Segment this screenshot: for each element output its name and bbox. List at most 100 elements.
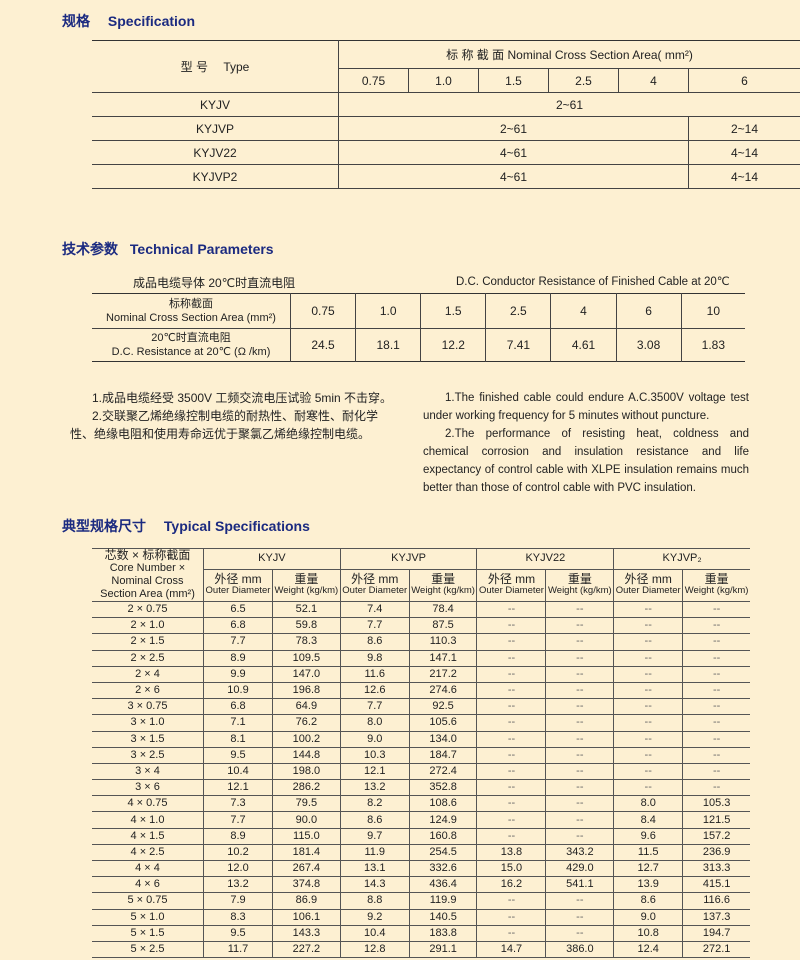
outer-diameter-cell: 7.9	[202, 892, 274, 910]
weight-en: Weight (kg/km)	[411, 585, 475, 597]
outer-diameter-zh: 外径 mm	[487, 572, 536, 587]
weight-cell: 108.6	[408, 795, 478, 813]
outer-diameter-cell: --	[613, 617, 684, 635]
spec-range: 2~61	[338, 92, 800, 117]
outer-diameter-cell: 8.0	[613, 795, 684, 813]
weight-cell: 134.0	[408, 730, 478, 748]
weight-cell: 144.8	[272, 746, 341, 764]
outer-diameter-cell: 11.6	[339, 665, 410, 683]
area-value: 2.5	[485, 293, 551, 329]
outer-diameter-cell: --	[476, 908, 547, 926]
core-size-cell: 5 × 1.0	[92, 908, 204, 926]
weight-header: 重量 Weight (kg/km)	[545, 568, 615, 603]
outer-diameter-cell: --	[476, 617, 547, 635]
weight-cell: 274.6	[408, 681, 478, 700]
weight-cell: --	[545, 730, 615, 748]
core-size-cell: 3 × 1.5	[92, 730, 204, 748]
weight-cell: 52.1	[272, 600, 341, 619]
outer-diameter-cell: --	[476, 714, 547, 732]
core-size-cell: 4 × 1.5	[92, 827, 204, 845]
outer-diameter-cell: 8.1	[202, 730, 274, 748]
weight-cell: --	[682, 665, 750, 683]
notes-en: 1.The finished cable could endure A.C.35…	[423, 389, 749, 497]
weight-cell: 386.0	[545, 940, 615, 959]
outer-diameter-cell: 13.2	[339, 779, 410, 797]
weight-cell: 78.4	[408, 600, 478, 619]
table-row: 2 × 1.5 7.7 78.3 8.6 110.3 -- -- -- --	[92, 633, 750, 651]
outer-diameter-cell: 8.2	[339, 795, 410, 813]
weight-cell: --	[682, 681, 750, 700]
weight-cell: 115.0	[272, 827, 341, 845]
weight-cell: 184.7	[408, 746, 478, 764]
model-header: KYJV	[203, 548, 341, 570]
outer-diameter-cell: 9.6	[613, 827, 684, 845]
area-col: 1.0	[408, 68, 479, 93]
table-row: 4 × 0.75 7.3 79.5 8.2 108.6 -- -- 8.0 105.3	[92, 795, 750, 813]
model-header: KYJVP₂	[613, 548, 750, 570]
area-value: 1.5	[420, 293, 486, 329]
outer-diameter-cell: 13.9	[613, 876, 684, 894]
resistance-label-en: D.C. Resistance at 20℃ (Ω /km)	[111, 346, 271, 358]
core-size-cell: 5 × 1.5	[92, 924, 204, 942]
core-size-cell: 4 × 2.5	[92, 843, 204, 862]
core-size-cell: 2 × 6	[92, 681, 204, 700]
typical-heading-en: Typical Specifications	[163, 518, 310, 534]
core-size-cell: 4 × 1.0	[92, 811, 204, 829]
type-header: 型 号 Type	[92, 40, 339, 93]
model-header: KYJVP	[339, 548, 478, 570]
outer-diameter-cell: 8.6	[339, 633, 410, 651]
outer-diameter-cell: 9.8	[339, 649, 410, 667]
outer-diameter-cell: 9.5	[202, 924, 274, 942]
core-size-cell: 4 × 6	[92, 876, 204, 894]
table-row: 4 × 1.5 8.9 115.0 9.7 160.8 -- -- 9.6 157.2	[92, 827, 750, 845]
weight-cell: 109.5	[272, 649, 341, 667]
outer-diameter-cell: 8.4	[613, 811, 684, 829]
outer-diameter-cell: 12.7	[613, 859, 684, 878]
outer-diameter-header: 外径 mm Outer Diameter	[339, 568, 410, 603]
weight-cell: --	[545, 811, 615, 829]
outer-diameter-cell: --	[613, 779, 684, 797]
resistance-value: 12.2	[420, 328, 486, 362]
outer-diameter-cell: --	[476, 924, 547, 942]
outer-diameter-cell: --	[613, 746, 684, 764]
outer-diameter-cell: --	[613, 714, 684, 732]
corner-en: Core Number × Nominal Cross Section Area…	[100, 562, 195, 600]
outer-diameter-cell: 9.5	[202, 746, 274, 764]
outer-diameter-cell: 16.2	[476, 876, 547, 894]
outer-diameter-cell: 7.7	[202, 811, 274, 829]
weight-cell: --	[545, 698, 615, 716]
outer-diameter-cell: 14.7	[476, 940, 547, 959]
table-row: 2 × 4 9.9 147.0 11.6 217.2 -- -- -- --	[92, 665, 750, 683]
outer-diameter-cell: 9.0	[613, 908, 684, 926]
core-size-cell: 2 × 1.0	[92, 617, 204, 635]
weight-cell: --	[545, 633, 615, 651]
weight-cell: --	[545, 762, 615, 781]
weight-cell: --	[545, 617, 615, 635]
table-row: 3 × 4 10.4 198.0 12.1 272.4 -- -- -- --	[92, 762, 750, 781]
resistance-table: 标称截面 Nominal Cross Section Area (mm²) 0.7…	[92, 293, 745, 362]
core-size-cell: 5 × 2.5	[92, 940, 204, 959]
weight-cell: 343.2	[545, 843, 615, 862]
outer-diameter-cell: --	[613, 665, 684, 683]
resistance-value: 7.41	[485, 328, 551, 362]
core-size-cell: 3 × 2.5	[92, 746, 204, 764]
spec-range-6: 4~14	[688, 140, 800, 165]
outer-diameter-cell: 12.1	[339, 762, 410, 781]
weight-cell: 181.4	[272, 843, 341, 862]
note-en-2: 2.The performance of resisting heat, col…	[423, 428, 749, 494]
outer-diameter-cell: --	[476, 649, 547, 667]
corner-zh: 芯数 × 标称截面	[104, 548, 191, 562]
outer-diameter-cell: --	[613, 730, 684, 748]
spec-type: KYJV	[92, 92, 339, 117]
typical-heading: 典型规格尺寸 Typical Specifications	[62, 516, 310, 536]
weight-cell: 291.1	[408, 940, 478, 959]
core-size-cell: 3 × 0.75	[92, 698, 204, 716]
outer-diameter-cell: --	[613, 698, 684, 716]
area-header: 标 称 截 面 Nominal Cross Section Area( mm²)	[338, 40, 800, 69]
table-row: 4 × 6 13.2 374.8 14.3 436.4 16.2 541.1 13.9 415.…	[92, 876, 750, 894]
table-row: 3 × 6 12.1 286.2 13.2 352.8 -- -- -- --	[92, 779, 750, 797]
weight-cell: 119.9	[408, 892, 478, 910]
area-col: 2.5	[548, 68, 619, 93]
resistance-label: 20℃时直流电阻 D.C. Resistance at 20℃ (Ω /km)	[92, 329, 291, 362]
weight-cell: 105.3	[682, 795, 750, 813]
